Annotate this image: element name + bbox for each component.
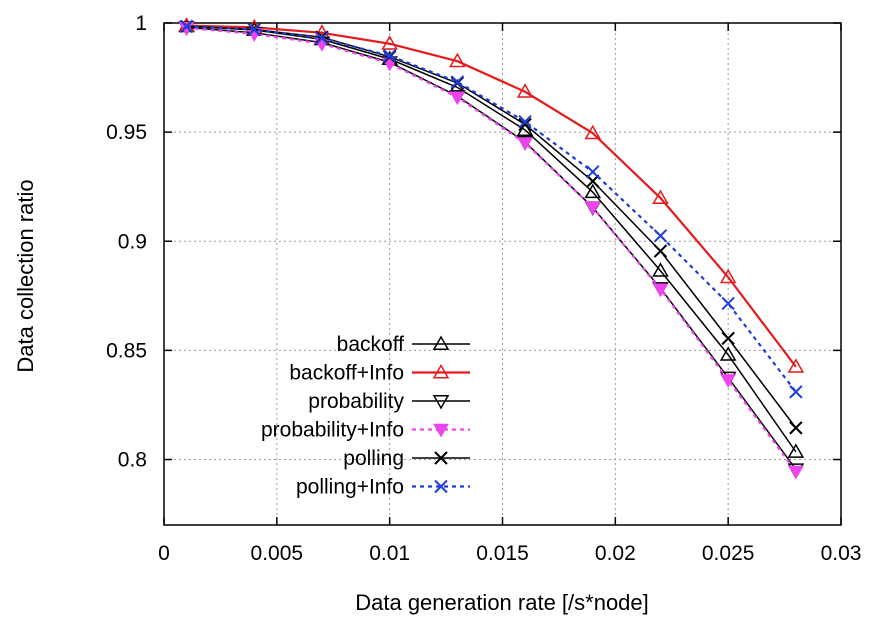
cross-marker	[450, 75, 465, 89]
cross-marker	[653, 229, 668, 243]
y-tick-label: 0.95	[106, 121, 147, 144]
series-line	[186, 24, 797, 368]
triangle-marker	[381, 35, 398, 50]
y-tick-label: 0.8	[118, 449, 147, 472]
legend-label: polling+Info	[296, 476, 404, 499]
triangle-marker	[584, 183, 602, 199]
cross-marker	[518, 117, 532, 132]
triangle-marker	[432, 395, 450, 410]
y-tick-label: 0.9	[118, 230, 147, 253]
triangle-marker	[787, 358, 805, 373]
cross-marker	[434, 479, 448, 494]
triangle-marker	[432, 363, 450, 379]
cross-marker	[789, 385, 803, 399]
cross-marker	[382, 49, 397, 63]
legend: backoff backoff+Info probability probabilit…	[261, 333, 470, 499]
x-tick-label: 0.025	[702, 542, 755, 565]
x-tick-label: 0.015	[476, 542, 529, 565]
series-line	[186, 26, 797, 473]
legend-label: backoff	[337, 333, 404, 356]
triangle-marker	[719, 346, 737, 361]
series-line	[186, 25, 797, 393]
legend-item: backoff+Info	[289, 362, 470, 385]
series-probability-info	[178, 22, 804, 480]
cross-marker	[586, 165, 600, 179]
cross-marker	[789, 421, 803, 435]
triangle-marker	[788, 465, 804, 480]
series-polling-info	[179, 19, 803, 399]
data-series	[178, 17, 805, 480]
cross-marker	[721, 296, 735, 311]
legend-item: probability	[308, 390, 470, 413]
x-tick-label: 0.03	[821, 542, 862, 565]
legend-item: probability+Info	[261, 419, 470, 442]
cross-marker	[653, 244, 668, 258]
series-polling	[179, 19, 803, 435]
triangle-marker	[516, 83, 534, 98]
series-probability	[178, 21, 805, 478]
triangle-marker	[584, 201, 601, 216]
cross-marker	[315, 31, 329, 45]
x-axis-label: Data generation rate [/s*node]	[355, 590, 649, 615]
legend-label: backoff+Info	[289, 362, 404, 385]
legend-label: probability	[308, 390, 404, 413]
triangle-marker	[720, 374, 737, 388]
x-tick-label: 0.02	[595, 542, 636, 565]
triangle-marker	[433, 423, 449, 438]
cross-marker	[518, 114, 532, 129]
triangle-marker	[652, 189, 669, 205]
series-backoff-info	[178, 17, 805, 373]
series-backoff	[178, 17, 805, 458]
cross-marker	[721, 331, 735, 346]
legend-label: probability+Info	[261, 419, 404, 442]
cross-marker	[247, 22, 261, 37]
x-tick-label: 0.01	[369, 542, 410, 565]
legend-label: polling	[343, 447, 404, 470]
cross-marker	[179, 19, 194, 33]
triangle-marker	[449, 52, 466, 68]
y-tick-label: 1	[135, 12, 147, 35]
x-tick-label: 0	[158, 542, 170, 565]
triangle-marker	[652, 283, 669, 298]
triangle-marker	[517, 137, 533, 152]
axis-ticks: 0 0.005 0.01 0.015 0.02 0.025 0.03 0.8 0.85 0.9 0.…	[106, 12, 861, 565]
y-axis-label: Data collection ratio	[13, 179, 38, 372]
triangle-marker	[719, 268, 737, 284]
grid-lines	[164, 23, 841, 525]
series-line	[186, 25, 797, 453]
cross-marker	[434, 451, 448, 465]
legend-item: polling	[343, 447, 470, 470]
series-line	[186, 25, 797, 429]
y-tick-label: 0.85	[106, 339, 147, 362]
legend-item: backoff	[337, 333, 470, 356]
triangle-marker	[449, 91, 466, 106]
triangle-marker	[584, 124, 602, 140]
triangle-marker	[652, 262, 669, 277]
triangle-marker	[432, 335, 450, 350]
x-tick-label: 0.005	[251, 542, 304, 565]
legend-item: polling+Info	[296, 476, 470, 499]
triangle-marker	[787, 443, 805, 458]
